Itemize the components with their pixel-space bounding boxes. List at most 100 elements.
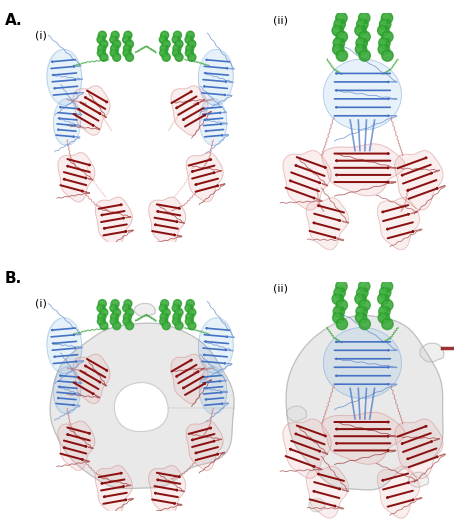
Circle shape [127,41,130,45]
Circle shape [355,293,366,305]
Ellipse shape [323,59,401,130]
Circle shape [113,33,116,36]
Circle shape [162,322,170,330]
Circle shape [162,33,165,36]
Circle shape [332,25,344,36]
Circle shape [378,25,389,36]
Circle shape [361,33,365,38]
Circle shape [173,49,181,57]
Circle shape [114,323,118,327]
Circle shape [99,306,102,309]
Circle shape [357,295,362,300]
Circle shape [383,14,388,19]
Circle shape [334,295,339,300]
Circle shape [380,19,391,30]
Circle shape [99,319,102,322]
Circle shape [175,40,183,48]
Circle shape [112,46,116,49]
Circle shape [100,314,102,318]
Circle shape [174,50,177,54]
Circle shape [336,299,347,311]
Circle shape [112,50,115,54]
Circle shape [186,45,194,53]
Circle shape [173,45,181,53]
Circle shape [111,37,115,40]
Circle shape [335,46,339,50]
Circle shape [123,313,131,321]
Circle shape [162,314,165,318]
Circle shape [333,312,344,323]
Circle shape [357,27,362,32]
Circle shape [97,304,105,312]
Circle shape [336,21,341,25]
Circle shape [336,308,340,313]
Circle shape [185,49,193,57]
Circle shape [124,31,132,39]
Circle shape [361,321,366,325]
Circle shape [100,33,103,36]
Circle shape [378,312,390,323]
Circle shape [173,299,182,307]
Circle shape [336,50,347,61]
Circle shape [188,301,191,304]
Circle shape [338,52,343,57]
Circle shape [187,314,191,318]
Circle shape [173,31,182,39]
Circle shape [175,53,183,61]
Circle shape [99,50,102,54]
Circle shape [336,318,347,330]
Circle shape [97,36,105,44]
Circle shape [336,12,347,24]
Polygon shape [322,144,405,196]
Circle shape [100,322,108,330]
Polygon shape [73,354,110,404]
Circle shape [333,306,345,317]
Circle shape [126,40,134,48]
Circle shape [358,12,370,24]
Circle shape [190,41,192,45]
Circle shape [161,37,164,40]
Circle shape [382,50,393,61]
Circle shape [173,317,181,326]
Circle shape [338,302,343,306]
Circle shape [164,310,167,313]
Circle shape [359,21,364,25]
Circle shape [384,33,389,38]
Circle shape [123,36,131,44]
Circle shape [125,314,128,318]
Polygon shape [171,85,208,135]
Circle shape [124,299,132,307]
Circle shape [382,21,386,25]
Circle shape [126,53,134,61]
Circle shape [186,313,194,321]
Circle shape [186,31,194,39]
Circle shape [114,41,118,45]
Polygon shape [283,151,331,210]
Polygon shape [50,323,234,489]
Circle shape [186,299,194,307]
Circle shape [381,46,385,50]
Circle shape [358,308,363,313]
Circle shape [335,314,339,319]
Circle shape [356,19,368,30]
Circle shape [187,37,190,40]
Circle shape [381,281,392,292]
Circle shape [338,321,343,325]
Circle shape [172,36,180,44]
Circle shape [124,37,128,40]
Circle shape [97,317,105,326]
Circle shape [188,33,191,36]
Circle shape [190,55,193,58]
Polygon shape [306,466,348,518]
Circle shape [174,46,178,49]
Circle shape [162,309,170,316]
Circle shape [160,49,168,57]
Circle shape [110,317,118,326]
Circle shape [333,37,345,49]
Circle shape [379,306,390,317]
Circle shape [361,283,365,287]
Ellipse shape [198,318,233,374]
Polygon shape [135,304,155,316]
Circle shape [381,308,385,313]
Circle shape [110,36,118,44]
